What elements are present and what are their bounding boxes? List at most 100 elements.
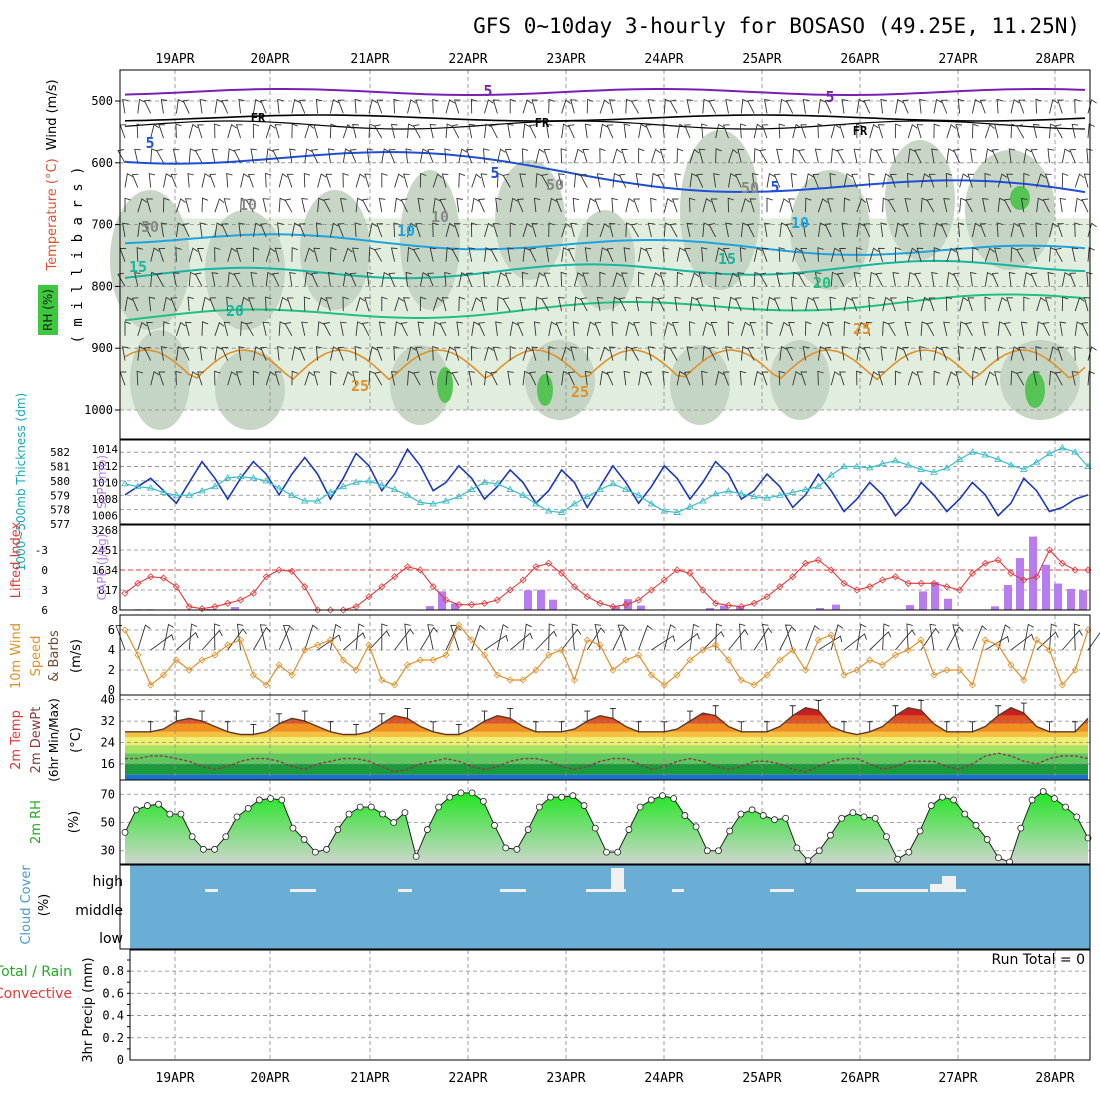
upper-barb (453, 99, 461, 114)
upper-barb (368, 98, 378, 114)
upper-barb (727, 321, 735, 336)
upper-barb (368, 247, 376, 262)
upper-barb (904, 321, 912, 336)
upper-barb (250, 272, 257, 287)
wind-speed-point (878, 661, 887, 669)
slp-tick: 1008 (92, 493, 119, 506)
upper-barb (368, 346, 378, 361)
upper-barb (470, 345, 478, 361)
upper-barb (926, 322, 935, 337)
wind-grid (120, 615, 1090, 695)
upper-barb (863, 223, 871, 238)
thickness-point (596, 485, 604, 492)
upper-barb (561, 346, 571, 361)
upper-barb (701, 370, 708, 386)
upper-barb (265, 123, 276, 139)
cape-tick: 3268 (92, 524, 119, 537)
upper-barb (156, 149, 164, 164)
upper-barb (188, 123, 199, 139)
wind-speed-point (557, 646, 566, 654)
li-point (326, 606, 335, 614)
upper-barb (458, 271, 468, 287)
li-point (635, 596, 643, 604)
upper-barb (943, 197, 950, 213)
rh-point (132, 806, 140, 814)
upper-barb (432, 98, 439, 114)
upper-barb (824, 223, 832, 238)
upper-barb (638, 148, 645, 163)
upper-barb (247, 297, 255, 312)
upper-barb (792, 148, 800, 163)
wind-speed-point (724, 656, 733, 664)
upper-barb (817, 123, 824, 139)
upper-barb (519, 296, 526, 312)
thickness-point (288, 491, 296, 498)
cape-bars (134, 536, 1087, 610)
rh-point (1073, 813, 1081, 821)
pressure-tick: 600 (91, 156, 113, 170)
upper-barb (856, 98, 865, 114)
upper-barb (361, 198, 370, 213)
upper-barb (146, 198, 153, 213)
upper-barb (657, 173, 665, 188)
upper-barb (722, 371, 730, 386)
slp-tick: 1010 (92, 476, 119, 489)
upper-barb (163, 197, 170, 213)
upper-barb (814, 272, 822, 287)
upper-barb (584, 370, 592, 386)
upper-barb (136, 123, 144, 139)
temp-minmax-bar (1020, 702, 1027, 714)
rh-point (177, 810, 185, 818)
cloud-level-middle: middle (75, 903, 123, 919)
upper-barb (790, 296, 798, 312)
upper-barb (458, 148, 468, 163)
thickness-point (1045, 449, 1054, 457)
upper-barb (160, 346, 168, 361)
wind-speed-point (660, 681, 668, 689)
upper-barb (599, 99, 610, 114)
upper-barb (689, 197, 696, 213)
upper-barb (1010, 222, 1020, 238)
rh-point (121, 828, 129, 836)
wind-speed-point (288, 671, 296, 679)
thickness-line (124, 447, 1089, 514)
upper-barb (419, 148, 429, 163)
upper-barb (393, 222, 400, 238)
upper-barb (407, 222, 417, 238)
rh-blob (670, 345, 730, 425)
upper-barb (484, 99, 494, 114)
upper-barb (882, 296, 892, 312)
rh-point (670, 795, 678, 802)
upper-barb (946, 371, 957, 386)
upper-barb (606, 247, 614, 262)
rh-point (715, 847, 722, 855)
upper-barb (480, 173, 488, 188)
li-point (378, 583, 386, 591)
wind-barb (1010, 633, 1035, 651)
contour-label: 5 (490, 164, 499, 182)
wind-speed-point (159, 671, 168, 679)
li-point (249, 589, 257, 597)
upper-barb (1042, 198, 1050, 213)
wind-speed-point (365, 641, 373, 649)
upper-barb (122, 346, 129, 361)
wind-speed-point (814, 636, 822, 644)
upper-barb (317, 197, 325, 213)
contour-label: 10 (397, 222, 415, 240)
rh-point (412, 852, 420, 860)
upper-barb (1081, 322, 1089, 336)
upper-barb (352, 247, 359, 262)
upper-barb (1010, 123, 1018, 139)
precip-tick: 0.6 (102, 986, 124, 1000)
upper-barb (197, 124, 204, 139)
upper-barb (188, 371, 199, 386)
upper-barb (361, 322, 370, 337)
pressure-tick: 500 (91, 94, 113, 108)
upper-barb (388, 149, 396, 163)
wind-speed-point (339, 656, 347, 664)
cape-bar (720, 605, 728, 610)
thickness-tick: 577 (50, 518, 70, 531)
upper-barb (933, 123, 940, 139)
